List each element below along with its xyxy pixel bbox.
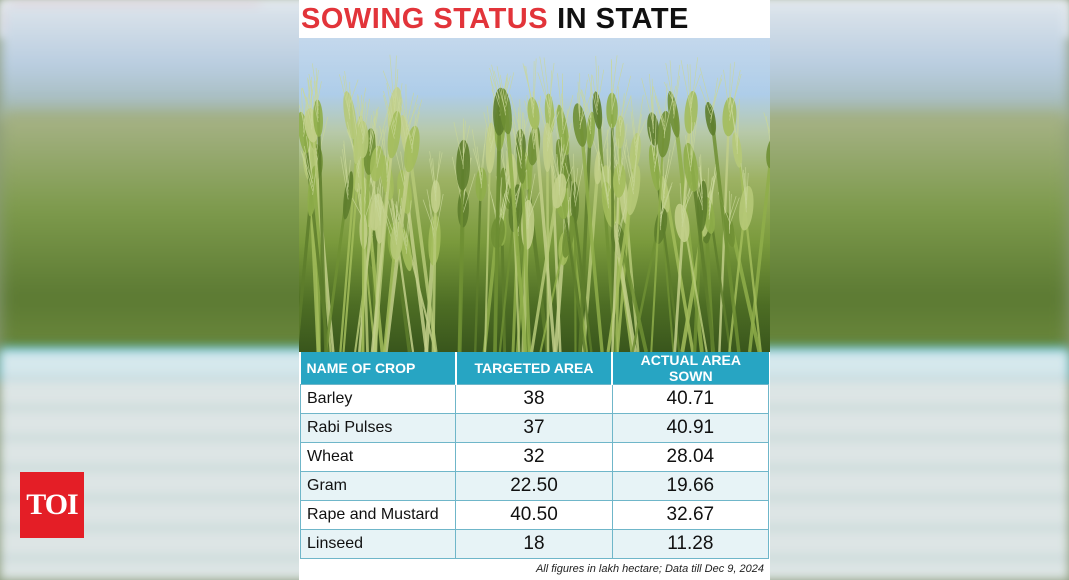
crop-name: Wheat (299, 442, 457, 472)
crop-name: Rape and Mustard (299, 500, 457, 530)
title-highlight: SOWING STATUS (301, 2, 549, 35)
targeted-area: 32 (455, 442, 613, 472)
header-targeted: TARGETED AREA (455, 352, 614, 385)
header-crop: NAME OF CROP (300, 352, 457, 385)
infographic-card: SOWING STATUS IN STATE NAME OF CROP TARG… (299, 0, 770, 580)
targeted-area: 40.50 (455, 500, 613, 530)
targeted-area: 38 (455, 384, 613, 414)
toi-logo: TOI (20, 472, 84, 538)
targeted-area: 37 (455, 413, 613, 443)
table-row: Barley 38 40.71 (299, 384, 770, 414)
crop-name: Rabi Pulses (299, 413, 457, 443)
actual-area: 40.91 (611, 413, 770, 443)
crop-name: Barley (299, 384, 457, 414)
actual-area: 28.04 (611, 442, 770, 472)
header-actual: ACTUAL AREA SOWN (612, 352, 769, 385)
table-row: Rabi Pulses 37 40.91 (299, 413, 770, 443)
crop-name: Linseed (299, 529, 457, 559)
crop-name: Gram (299, 471, 457, 501)
actual-area: 11.28 (611, 529, 770, 559)
table-header-row: NAME OF CROP TARGETED AREA ACTUAL AREA S… (300, 352, 769, 385)
table-row: Rape and Mustard 40.50 32.67 (299, 500, 770, 530)
table-row: Linseed 18 11.28 (299, 529, 770, 559)
targeted-area: 18 (455, 529, 613, 559)
actual-area: 40.71 (611, 384, 770, 414)
actual-area: 19.66 (611, 471, 770, 501)
footnote: All figures in lakh hectare; Data till D… (535, 563, 764, 575)
table-row: Wheat 32 28.04 (299, 442, 770, 472)
actual-area: 32.67 (611, 500, 770, 530)
infographic-title: SOWING STATUS IN STATE (299, 0, 770, 38)
targeted-area: 22.50 (455, 471, 613, 501)
table-row: Gram 22.50 19.66 (299, 471, 770, 501)
barley-field-photo (299, 38, 770, 352)
title-rest: IN STATE (557, 2, 689, 35)
sowing-table: NAME OF CROP TARGETED AREA ACTUAL AREA S… (299, 352, 770, 559)
